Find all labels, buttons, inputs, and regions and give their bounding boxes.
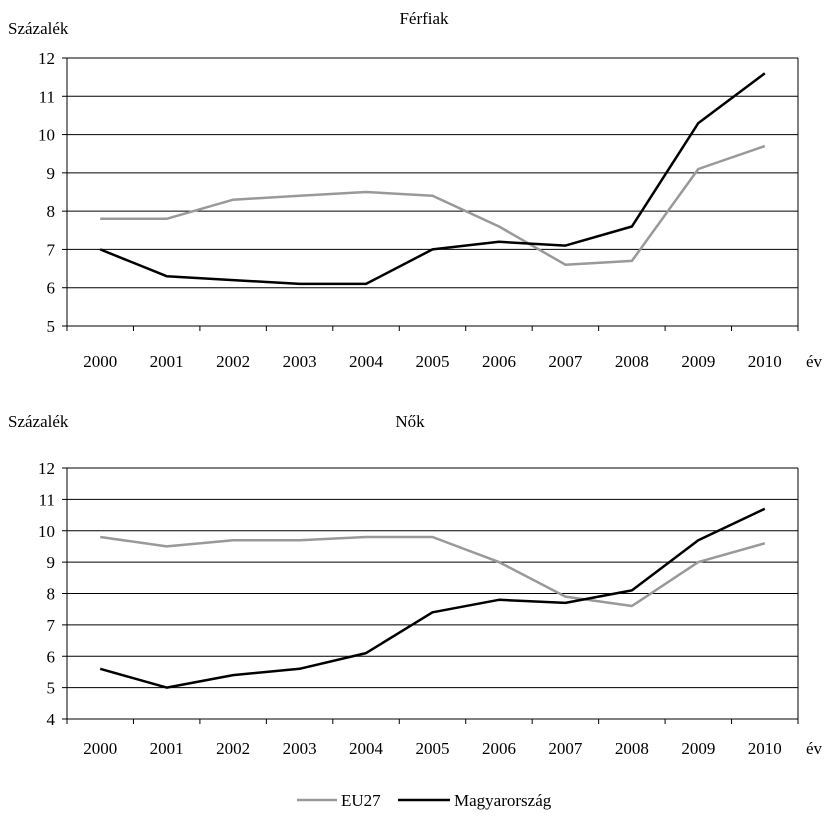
legend-item-magyarorszag: Magyarország — [398, 791, 552, 810]
y-tick-label: 6 — [47, 279, 56, 298]
series-line-eu27 — [100, 144, 766, 266]
y-tick-label: 9 — [47, 164, 56, 183]
y-axis-label: Százalék — [8, 412, 69, 431]
x-tick-label: 2005 — [416, 352, 450, 371]
x-tick-label: 2004 — [349, 739, 384, 758]
x-tick-label: 2009 — [681, 739, 715, 758]
chart-title: Férfiak — [399, 9, 449, 28]
x-tick-label: 2003 — [283, 739, 317, 758]
x-tick-label: 2002 — [216, 739, 250, 758]
x-tick-label: 2005 — [416, 739, 450, 758]
x-tick-label: 2002 — [216, 352, 250, 371]
chart-nok: Nők Százalék év 4 5 6 7 8 9 10 11 12 2000 2001 200… — [8, 412, 823, 758]
x-tick-label: 2010 — [748, 352, 782, 371]
x-axis-label: év — [806, 352, 823, 371]
x-axis-label: év — [806, 739, 823, 758]
legend-item-eu27: EU27 — [297, 791, 381, 810]
y-tick-label: 4 — [47, 710, 56, 729]
y-tick-label: 11 — [39, 490, 55, 509]
legend: EU27 Magyarország — [297, 791, 552, 810]
y-tick-label: 5 — [47, 679, 56, 698]
y-tick-label: 10 — [38, 126, 55, 145]
legend-label-eu27: EU27 — [341, 791, 381, 810]
y-tick-label: 9 — [47, 553, 56, 572]
y-tick-label: 5 — [47, 317, 56, 336]
y-tick-label: 8 — [47, 585, 56, 604]
y-tick-label: 6 — [47, 647, 56, 666]
x-tick-label: 2000 — [83, 739, 117, 758]
series-line-magyarorsz-g — [99, 507, 766, 689]
x-tick-label: 2001 — [150, 352, 184, 371]
x-tick-label: 2001 — [150, 739, 184, 758]
series-line-eu27 — [100, 535, 766, 608]
y-tick-label: 7 — [47, 616, 56, 635]
x-tick-label: 2006 — [482, 739, 516, 758]
y-tick-label: 10 — [38, 522, 55, 541]
x-tick-label: 2008 — [615, 352, 649, 371]
y-axis-label: Százalék — [8, 19, 69, 38]
x-tick-label: 2004 — [349, 352, 384, 371]
y-tick-label: 12 — [38, 49, 55, 68]
x-tick-label: 2008 — [615, 739, 649, 758]
x-tick-label: 2006 — [482, 352, 516, 371]
x-tick-label: 2007 — [548, 739, 583, 758]
chart-ferfiak: Férfiak Százalék év 5 6 7 8 9 10 11 12 2000 2001… — [8, 9, 823, 371]
legend-label-magyarorszag: Magyarország — [454, 791, 552, 810]
y-tick-label: 8 — [47, 202, 56, 221]
x-tick-label: 2010 — [748, 739, 782, 758]
x-tick-label: 2003 — [283, 352, 317, 371]
x-tick-label: 2000 — [83, 352, 117, 371]
series-line-magyarorsz-g — [99, 72, 766, 286]
x-tick-label: 2009 — [681, 352, 715, 371]
x-tick-label: 2007 — [548, 352, 583, 371]
y-tick-label: 11 — [39, 87, 55, 106]
y-tick-label: 12 — [38, 459, 55, 478]
chart-title: Nők — [395, 412, 425, 431]
y-tick-label: 7 — [47, 240, 56, 259]
